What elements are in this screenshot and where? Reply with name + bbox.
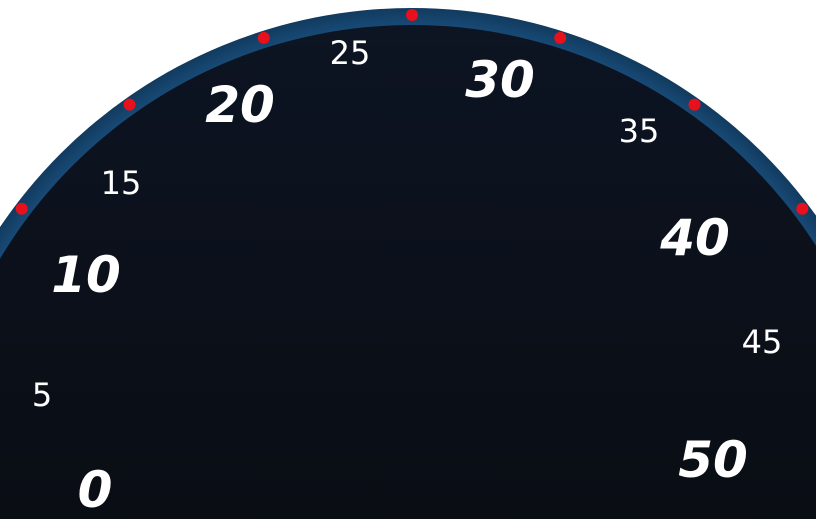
gauge-label-50: 50 (678, 431, 748, 489)
gauge-face (0, 25, 816, 519)
gauge-label-15: 15 (101, 164, 142, 202)
gauge-label-45: 45 (742, 323, 783, 361)
gauge-label-25: 25 (330, 34, 371, 72)
gauge-label-30: 30 (465, 51, 535, 109)
tick-dots (15, 9, 809, 215)
tick-dot-20 (257, 31, 270, 44)
tick-dot-40 (796, 202, 809, 215)
gauge-label-40: 40 (659, 209, 730, 267)
tick-dot-25 (406, 9, 418, 21)
gauge-label-35: 35 (619, 112, 660, 150)
tick-dot-10 (15, 202, 28, 215)
tick-dot-35 (688, 98, 701, 111)
gauge-label-5: 5 (32, 376, 52, 414)
gauge-label-10: 10 (51, 246, 121, 304)
tick-dot-30 (554, 31, 567, 44)
gauge-label-20: 20 (205, 76, 275, 134)
gauge-label-0: 0 (78, 461, 113, 519)
tick-dot-15 (123, 98, 136, 111)
